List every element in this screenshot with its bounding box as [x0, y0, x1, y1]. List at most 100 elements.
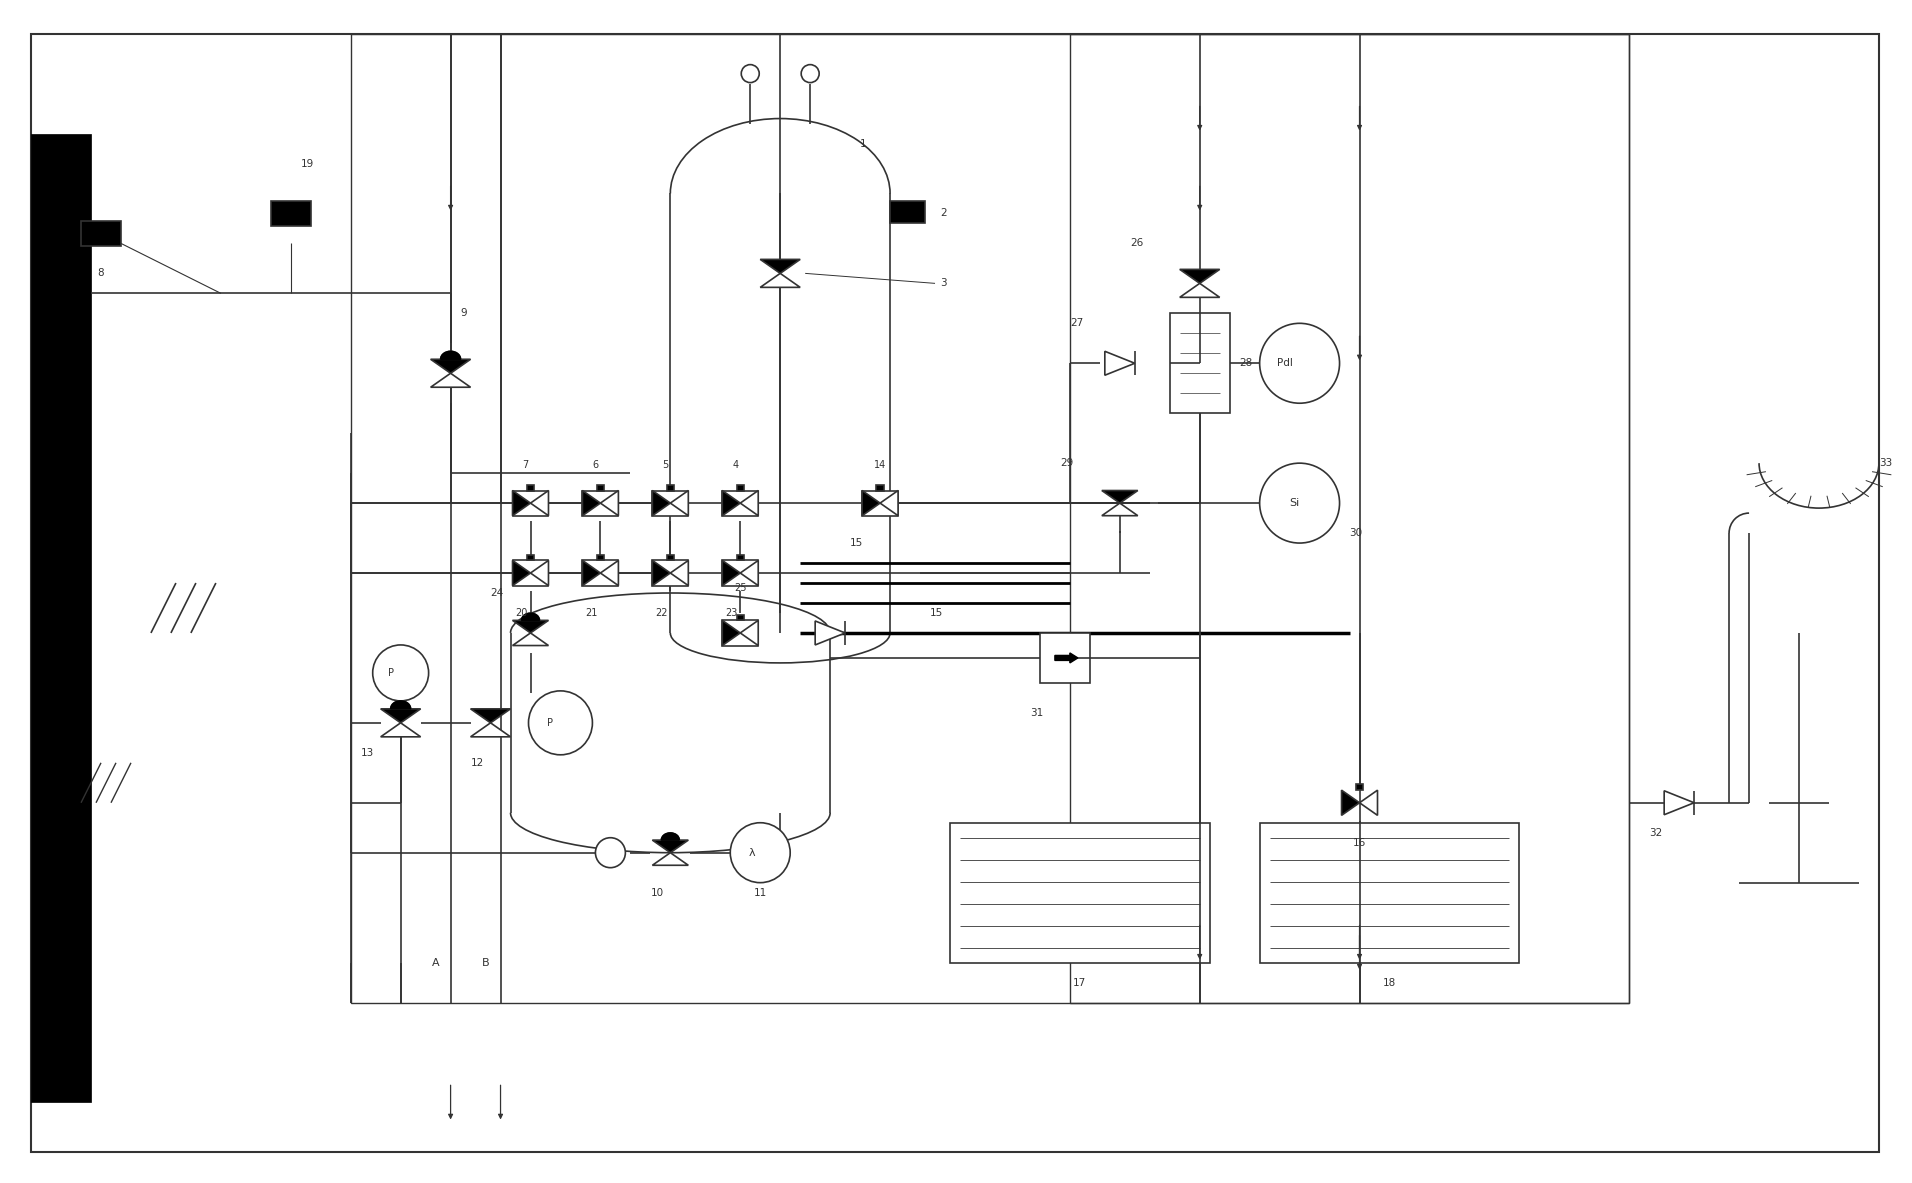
Text: 19: 19: [300, 159, 314, 168]
Polygon shape: [430, 374, 470, 387]
Polygon shape: [380, 723, 421, 737]
Text: 32: 32: [1650, 828, 1662, 838]
Polygon shape: [1105, 351, 1136, 375]
Text: B: B: [482, 957, 489, 968]
Text: 30: 30: [1350, 528, 1363, 538]
Polygon shape: [1101, 503, 1138, 516]
Polygon shape: [440, 351, 461, 360]
Circle shape: [528, 691, 593, 755]
Text: P: P: [388, 668, 394, 678]
Text: 2: 2: [941, 208, 946, 219]
Text: 20: 20: [516, 608, 528, 618]
Text: 23: 23: [725, 608, 738, 618]
Text: 22: 22: [656, 608, 667, 618]
Text: 15: 15: [929, 608, 943, 618]
Text: A: A: [432, 957, 440, 968]
Polygon shape: [1180, 284, 1220, 297]
Bar: [1170, 313, 1229, 413]
Polygon shape: [862, 491, 880, 516]
Polygon shape: [671, 491, 688, 516]
Polygon shape: [652, 491, 671, 516]
Circle shape: [595, 838, 625, 867]
Polygon shape: [740, 620, 759, 646]
Polygon shape: [522, 613, 539, 620]
Bar: [1356, 784, 1363, 790]
Bar: [652, 561, 688, 586]
Text: 21: 21: [585, 608, 598, 618]
Polygon shape: [1101, 491, 1138, 503]
Text: 4: 4: [732, 460, 738, 470]
Text: 31: 31: [1031, 707, 1044, 718]
Polygon shape: [761, 259, 801, 273]
Polygon shape: [600, 491, 618, 516]
Circle shape: [1260, 464, 1340, 543]
Text: 25: 25: [734, 583, 746, 593]
Text: 15: 15: [851, 538, 864, 548]
Bar: [597, 485, 604, 491]
Text: 16: 16: [1354, 838, 1367, 848]
Polygon shape: [723, 491, 740, 516]
Polygon shape: [1180, 270, 1220, 284]
Bar: [891, 201, 925, 224]
Bar: [667, 555, 673, 561]
Circle shape: [373, 645, 428, 700]
Bar: [31, 134, 92, 1103]
Text: 12: 12: [470, 758, 484, 768]
Circle shape: [730, 822, 790, 883]
Text: 24: 24: [491, 588, 503, 597]
Polygon shape: [512, 620, 549, 633]
Bar: [736, 615, 744, 620]
Text: 5: 5: [662, 460, 669, 470]
Bar: [723, 561, 759, 586]
Text: 6: 6: [593, 460, 598, 470]
Polygon shape: [470, 709, 511, 723]
Polygon shape: [761, 273, 801, 287]
Text: 9: 9: [461, 309, 467, 318]
FancyArrow shape: [1055, 653, 1078, 662]
Text: 7: 7: [522, 460, 528, 470]
Text: 28: 28: [1239, 358, 1252, 368]
Polygon shape: [530, 561, 549, 586]
Text: 3: 3: [941, 278, 946, 289]
Bar: [272, 201, 312, 226]
Polygon shape: [652, 853, 688, 865]
Text: 10: 10: [650, 887, 663, 898]
Polygon shape: [671, 561, 688, 586]
Circle shape: [742, 65, 759, 83]
Text: λ: λ: [750, 848, 755, 858]
Text: 18: 18: [1382, 977, 1396, 988]
Text: 14: 14: [874, 460, 887, 470]
Circle shape: [801, 65, 818, 83]
Bar: [876, 485, 883, 491]
Polygon shape: [740, 491, 759, 516]
Bar: [528, 555, 533, 561]
Text: Pdl: Pdl: [1277, 358, 1293, 368]
Polygon shape: [880, 491, 899, 516]
Text: 17: 17: [1073, 977, 1086, 988]
Polygon shape: [512, 633, 549, 646]
Bar: [1071, 33, 1629, 1002]
Polygon shape: [723, 561, 740, 586]
Bar: [583, 491, 618, 516]
Bar: [512, 561, 549, 586]
Polygon shape: [390, 700, 411, 709]
Polygon shape: [1663, 790, 1694, 815]
Polygon shape: [1359, 790, 1377, 815]
Bar: [736, 555, 744, 561]
Bar: [652, 491, 688, 516]
Text: 26: 26: [1130, 239, 1143, 248]
Bar: [950, 822, 1210, 963]
Polygon shape: [430, 360, 470, 374]
Text: 1: 1: [860, 138, 866, 149]
Bar: [1040, 633, 1090, 683]
Bar: [1260, 822, 1520, 963]
Polygon shape: [583, 561, 600, 586]
Polygon shape: [470, 723, 511, 737]
Bar: [350, 33, 1629, 1002]
Text: P: P: [547, 718, 553, 728]
Polygon shape: [530, 491, 549, 516]
Text: Si: Si: [1289, 498, 1300, 509]
Polygon shape: [1342, 790, 1359, 815]
Text: 8: 8: [98, 269, 105, 278]
Bar: [583, 561, 618, 586]
